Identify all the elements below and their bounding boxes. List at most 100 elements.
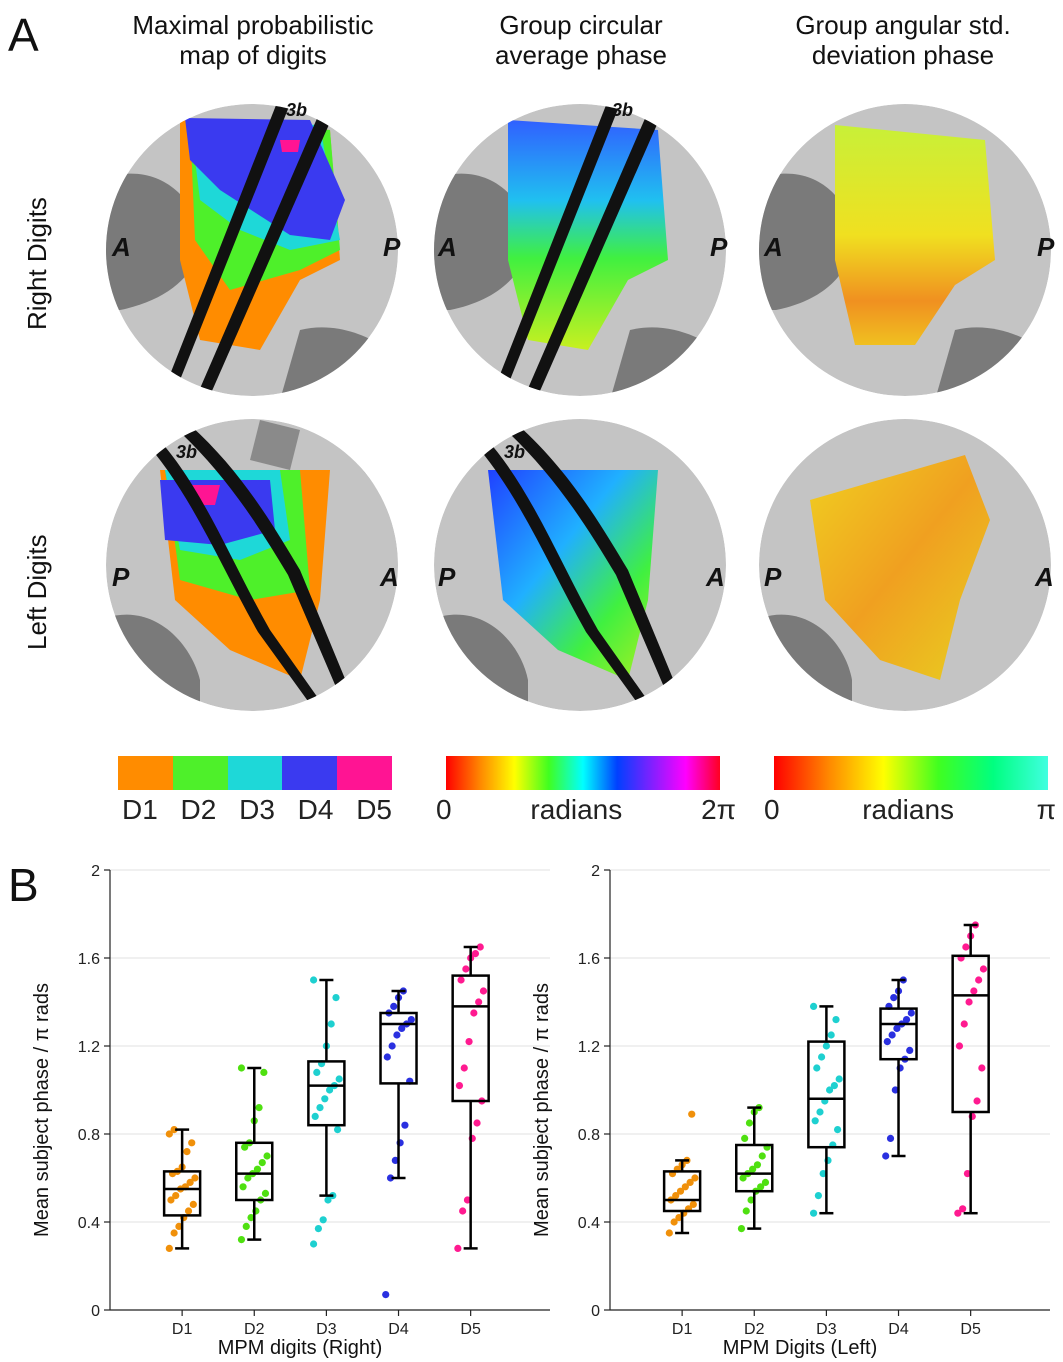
data-point <box>383 1053 391 1061</box>
x-axis-title: MPM digits (Right) <box>218 1337 382 1359</box>
data-point <box>907 1009 915 1017</box>
data-point <box>814 1192 822 1200</box>
data-point <box>681 1183 689 1191</box>
data-point <box>906 1046 914 1054</box>
x-tick-label: D1 <box>172 1321 193 1338</box>
data-point <box>313 1068 321 1076</box>
data-point <box>333 1126 342 1134</box>
column-title-std-line2: deviation phase <box>811 40 995 70</box>
data-point <box>332 994 340 1002</box>
y-tick-label: 0.4 <box>78 1215 100 1232</box>
x-tick-label: D4 <box>888 1321 909 1338</box>
data-point <box>813 1064 821 1072</box>
data-point <box>954 1209 962 1217</box>
colorbar-std-labels: 0 radians π <box>764 794 1056 826</box>
column-title-mpm-line1: Maximal probabilistic <box>132 10 374 40</box>
data-point <box>473 1119 481 1127</box>
data-point <box>455 1082 464 1090</box>
data-point <box>170 1126 178 1134</box>
colorbar-label-d5: D5 <box>356 794 392 825</box>
data-point <box>978 1064 986 1072</box>
box <box>662 1170 702 1213</box>
data-point <box>753 1161 762 1169</box>
data-point <box>747 1196 755 1204</box>
area-label-3b: 3b <box>612 100 633 120</box>
data-point <box>170 1229 178 1237</box>
data-point <box>470 1009 478 1017</box>
x-tick-label: D1 <box>672 1321 693 1338</box>
orientation-label: P <box>710 232 728 262</box>
data-point <box>686 1178 694 1186</box>
colorbar-digits-labels: D1 D2 D3 D4 D5 <box>122 794 392 826</box>
colorbar-std <box>774 756 1048 790</box>
data-point <box>819 1170 827 1178</box>
data-point <box>832 1016 840 1024</box>
data-point <box>960 1020 968 1028</box>
colorbar-swatch-d4 <box>282 756 338 790</box>
data-point <box>167 1196 175 1204</box>
data-point <box>311 1112 319 1120</box>
colorbar-swatch-d1 <box>118 756 173 790</box>
data-point <box>186 1178 194 1186</box>
panel-b-letter: B <box>8 859 39 911</box>
data-point <box>401 1121 409 1129</box>
data-point <box>183 1148 191 1156</box>
data-point <box>247 1214 255 1222</box>
data-point <box>460 1064 468 1072</box>
area-label-3b: 3b <box>286 100 307 120</box>
data-point <box>902 1016 911 1024</box>
data-point <box>688 1110 696 1118</box>
data-point <box>316 1104 324 1112</box>
column-title-phase: Group circular average phase <box>421 10 741 70</box>
chart-right: 0 0.4 0.8 1.2 1.6 2 D1 D2 D3 D4 D5 MPM digits (Righ… <box>31 863 1050 1359</box>
y-tick-label: 1.2 <box>78 1039 100 1056</box>
data-point <box>817 1053 826 1061</box>
data-point <box>883 1038 891 1046</box>
data-point <box>691 1174 699 1182</box>
data-point <box>255 1104 263 1112</box>
data-point <box>809 1209 818 1217</box>
data-point <box>479 987 488 995</box>
data-point <box>962 943 970 951</box>
y-tick-label: 0.4 <box>578 1215 600 1232</box>
data-point <box>237 1064 246 1072</box>
colorbar-label-d1: D1 <box>122 794 158 825</box>
data-point <box>891 1086 899 1094</box>
colorbar-label-d4: D4 <box>297 794 334 825</box>
data-point <box>465 1038 473 1046</box>
column-title-phase-line1: Group circular <box>499 10 663 40</box>
data-point <box>676 1187 685 1195</box>
colorbar-swatch-d5 <box>337 756 392 790</box>
data-point <box>979 965 988 973</box>
colorbar-label-d2: D2 <box>180 794 217 825</box>
data-point <box>888 1031 896 1039</box>
box <box>162 1170 202 1217</box>
data-point <box>835 1075 843 1083</box>
area-label-3b: 3b <box>504 442 525 462</box>
data-point <box>882 1152 890 1160</box>
data-point <box>811 1117 819 1125</box>
data-point <box>184 1207 193 1215</box>
column-title-std-line1: Group angular std. <box>795 10 1011 40</box>
data-point <box>398 1024 406 1032</box>
data-point <box>242 1222 250 1230</box>
data-point <box>742 1207 750 1215</box>
data-point <box>321 1095 329 1103</box>
data-point <box>741 1134 749 1142</box>
data-point <box>886 1134 895 1142</box>
data-point <box>749 1165 757 1173</box>
colorbar-phase-min: 0 <box>436 794 452 825</box>
data-point <box>324 1196 332 1204</box>
panel-a-letter: A <box>8 9 39 61</box>
data-point <box>830 1082 838 1090</box>
data-point <box>463 1196 472 1204</box>
orientation-label: A <box>437 232 457 262</box>
y-tick-label: 2 <box>91 863 100 880</box>
brain-right-std <box>759 104 1051 396</box>
data-point <box>263 1152 271 1160</box>
data-point <box>459 1207 467 1215</box>
x-tick-label: D3 <box>816 1321 837 1338</box>
x-tick-label: D2 <box>744 1321 765 1338</box>
column-title-mpm: Maximal probabilistic map of digits <box>93 10 413 70</box>
brain-left-phase <box>434 419 726 711</box>
